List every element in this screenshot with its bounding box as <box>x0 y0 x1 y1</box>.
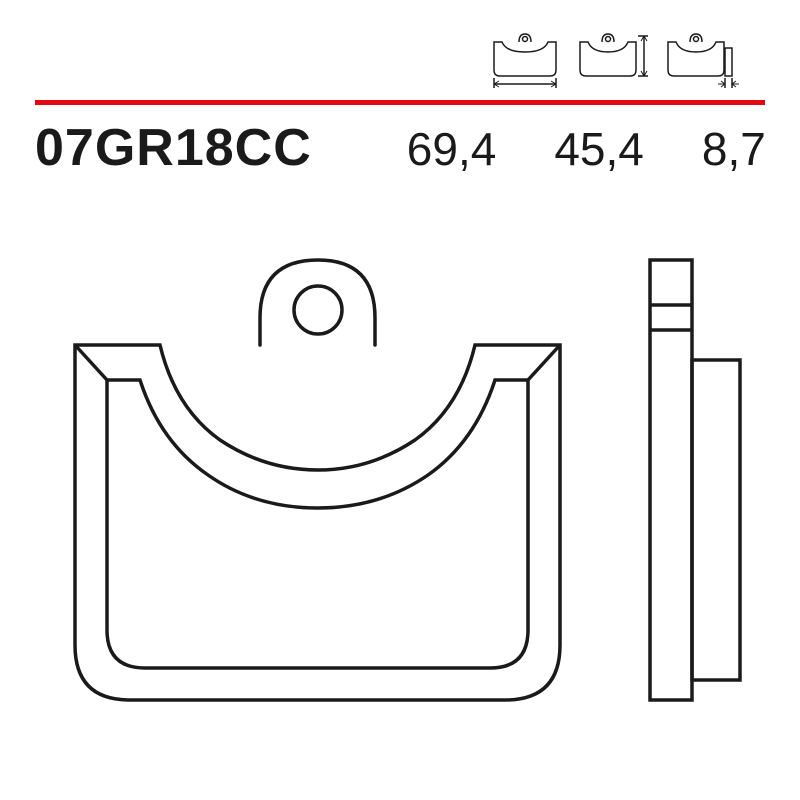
spec-row: 07GR18CC 69,4 45,4 8,7 <box>35 118 765 178</box>
dimension-width: 69,4 <box>407 122 497 176</box>
thickness-dimension-icon <box>662 30 740 92</box>
part-number: 07GR18CC <box>35 118 312 178</box>
dimension-thickness: 8,7 <box>702 122 766 176</box>
dimension-height: 45,4 <box>554 122 644 176</box>
front-view <box>75 260 560 700</box>
divider-line <box>35 100 765 105</box>
height-dimension-icon <box>574 30 652 92</box>
header-dimension-icons <box>486 30 740 92</box>
brake-pad-diagram <box>35 230 765 760</box>
side-view <box>650 260 740 700</box>
width-dimension-icon <box>486 30 564 92</box>
